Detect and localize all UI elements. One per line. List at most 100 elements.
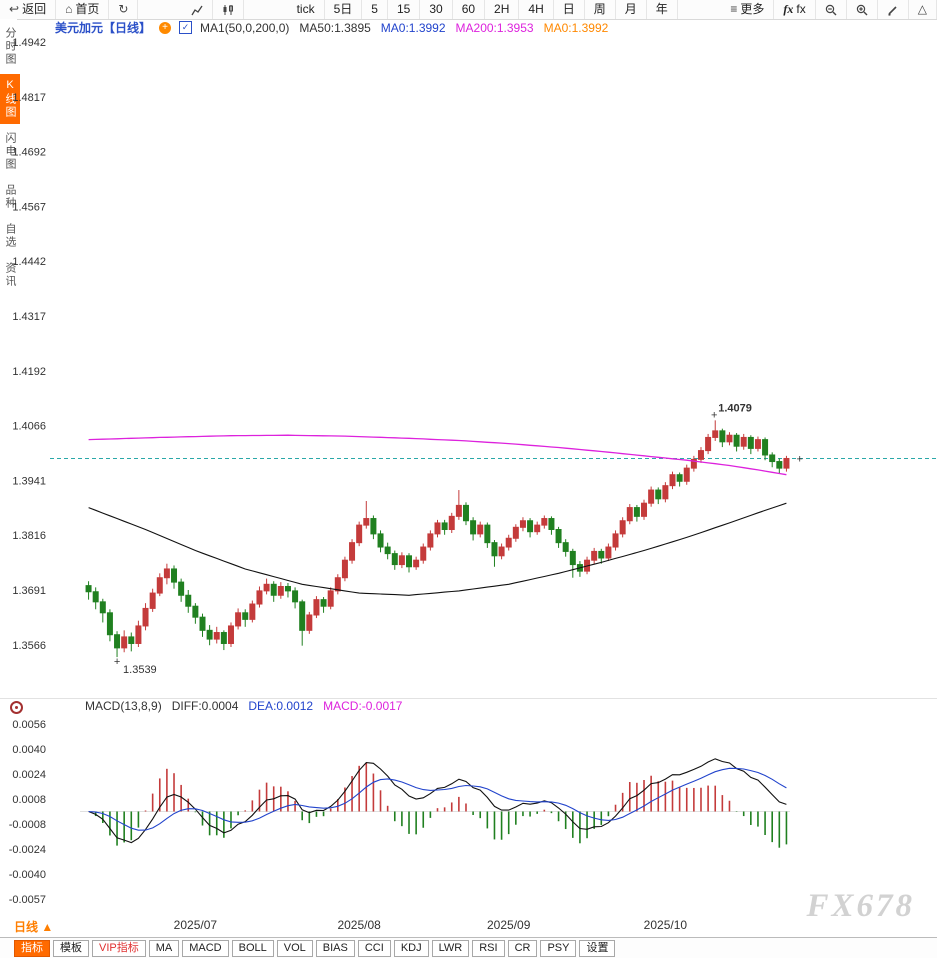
tab-boll[interactable]: BOLL <box>231 939 274 957</box>
tab-bias[interactable]: BIAS <box>315 939 355 957</box>
indicator-eye-icon[interactable] <box>10 701 23 714</box>
zoom-in-icon <box>856 4 868 15</box>
period-dropdown[interactable]: 日线 ▲ <box>14 920 54 934</box>
high-cross-marker: + <box>711 409 717 421</box>
fx-indicator-button[interactable]: fx fx <box>774 0 816 19</box>
price-axis-tick: 1.4192 <box>12 366 46 378</box>
ma-legend: MA200:1.3953 <box>455 20 534 35</box>
draw-button[interactable] <box>878 0 909 19</box>
shapes-button[interactable]: △ <box>909 0 937 19</box>
macd-axis-tick: 0.0008 <box>12 794 46 806</box>
refresh-icon: ↻ <box>118 2 129 16</box>
sidebar-item-watchlist[interactable]: 自选 <box>4 223 16 249</box>
tab-vip-indicator[interactable]: VIP指标 <box>92 939 146 957</box>
bottom-indicator-tabs: 指标 模板 VIP指标 MA MACD BOLL VOL BIAS CCI KDJ LWR RSI CR… <box>0 937 937 958</box>
draw-icon <box>888 5 897 16</box>
tab-ma[interactable]: MA <box>148 939 180 957</box>
zoom-out-button[interactable] <box>816 0 847 19</box>
price-axis-tick: 1.4692 <box>12 147 46 159</box>
more-button[interactable]: ≡ 更多 <box>721 0 775 19</box>
macd-axis-tick: 0.0024 <box>12 769 46 781</box>
tab-macd[interactable]: MACD <box>182 939 229 957</box>
menu-icon: ≡ <box>730 2 738 16</box>
macd-header: MACD(13,8,9) DIFF:0.0004 DEA:0.0012 MACD:-0… <box>0 698 937 714</box>
fx-icon: fx <box>783 2 794 16</box>
candle-chart-icon <box>223 4 233 15</box>
zoom-out-icon <box>825 4 837 15</box>
add-symbol-icon[interactable]: + <box>159 21 172 34</box>
line-chart-type-button[interactable] <box>182 0 213 19</box>
x-axis-label: 2025/07 <box>173 918 218 932</box>
macd-axis-tick: 0.0056 <box>12 719 46 731</box>
tab-rsi[interactable]: RSI <box>472 939 505 957</box>
sidebar-item-lightning[interactable]: 闪电图 <box>4 132 16 171</box>
sidebar-item-kline[interactable]: K线图 <box>0 74 20 124</box>
home-button[interactable]: ⌂ 首页 <box>56 0 110 19</box>
price-axis-tick: 1.3941 <box>12 475 46 487</box>
tab-vol[interactable]: VOL <box>276 939 313 957</box>
symbol-title: 美元加元【日线】 <box>55 21 152 35</box>
ma50-line <box>88 502 787 596</box>
price-axis-tick: 1.4317 <box>12 311 46 323</box>
macd-axis-tick: -0.0024 <box>9 844 46 856</box>
back-button[interactable]: ↩ 返回 <box>0 0 57 19</box>
low-cross-marker: + <box>114 656 120 668</box>
tab-cci[interactable]: CCI <box>357 939 391 957</box>
macd-axis-tick: -0.0008 <box>9 819 46 831</box>
tab-kdj[interactable]: KDJ <box>393 939 429 957</box>
tab-indicator[interactable]: 指标 <box>14 939 50 957</box>
ma-legend: MA1(50,0,200,0) <box>200 20 290 35</box>
interval-button-6[interactable]: 2H <box>485 0 520 19</box>
tab-template[interactable]: 模板 <box>53 939 89 957</box>
macd-chart-canvas[interactable]: 0.0056 0.0040 0.0024 0.0008 -0.0008 -0.0024 -0… <box>0 712 937 910</box>
price-axis-tick: 1.4567 <box>12 201 46 213</box>
ma-legend: MA50:1.3895 <box>299 20 371 35</box>
candle-chart-type-button[interactable] <box>213 0 244 19</box>
macd-legend: MACD:-0.0017 <box>323 698 403 713</box>
interval-button-10[interactable]: 月 <box>616 0 647 19</box>
price-axis-tick: 1.4066 <box>12 421 46 433</box>
interval-button-0[interactable]: tick <box>288 0 325 19</box>
sidebar-item-symbols[interactable]: 品种 <box>4 184 16 210</box>
macd-legend: DEA:0.0012 <box>248 698 314 713</box>
interval-button-1[interactable]: 5日 <box>325 0 363 19</box>
top-toolbar: ↩ 返回 ⌂ 首页 ↻ tick 5日 5 15 30 60 2H 4H 日周月年 ≡ 更多 fx fx △ <box>0 0 937 20</box>
home-icon: ⌂ <box>65 2 73 16</box>
interval-button-7[interactable]: 4H <box>519 0 554 19</box>
interval-button-9[interactable]: 周 <box>585 0 616 19</box>
interval-button-4[interactable]: 30 <box>420 0 453 19</box>
sidebar-item-timeshare[interactable]: 分时图 <box>4 27 16 66</box>
main-chart-canvas[interactable]: 1.4942 1.4817 1.4692 1.4567 1.4442 1.4317 1.41… <box>0 30 937 698</box>
interval-button-5[interactable]: 60 <box>453 0 486 19</box>
price-axis-tick: 1.4942 <box>12 37 46 49</box>
price-axis-tick: 1.4442 <box>12 256 46 268</box>
tab-lwr[interactable]: LWR <box>431 939 470 957</box>
macd-diff-line <box>88 758 787 844</box>
high-price-annotation: 1.4079 <box>718 402 752 414</box>
left-sidebar: 分时图 K线图闪电图品种自选资讯 <box>0 19 20 916</box>
low-price-annotation: 1.3539 <box>123 664 157 676</box>
chart-header: 美元加元【日线】 + ✓ MA1(50,0,200,0) MA50:1.3895 M… <box>55 20 608 36</box>
tab-settings[interactable]: 设置 <box>579 939 616 957</box>
tab-psy[interactable]: PSY <box>540 939 577 957</box>
interval-button-3[interactable]: 15 <box>388 0 421 19</box>
line-chart-icon <box>191 5 203 15</box>
macd-legend-group: MACD(13,8,9) DIFF:0.0004 DEA:0.0012 MACD:-0… <box>85 699 402 713</box>
x-axis-label: 2025/10 <box>643 918 688 932</box>
macd-dea-line <box>88 767 787 831</box>
macd-legend: DIFF:0.0004 <box>171 698 239 713</box>
interval-button-2[interactable]: 5 <box>362 0 388 19</box>
refresh-button[interactable]: ↻ <box>109 0 139 19</box>
ma-legend-group: MA1(50,0,200,0) MA50:1.3895 MA0:1.3992 MA20… <box>200 21 608 35</box>
interval-button-11[interactable]: 年 <box>647 0 678 19</box>
macd-axis-tick: 0.0040 <box>12 744 46 756</box>
ma-settings-icon[interactable]: ✓ <box>179 21 193 34</box>
macd-histogram-layer <box>94 762 788 848</box>
tab-cr[interactable]: CR <box>507 939 538 957</box>
zoom-in-button[interactable] <box>847 0 878 19</box>
sidebar-item-news[interactable]: 资讯 <box>4 262 16 288</box>
x-axis-row: 日线 ▲ 2025/07 2025/08 2025/09 2025/10 <box>0 916 937 936</box>
interval-button-8[interactable]: 日 <box>554 0 585 19</box>
price-axis-tick: 1.3566 <box>12 640 46 652</box>
